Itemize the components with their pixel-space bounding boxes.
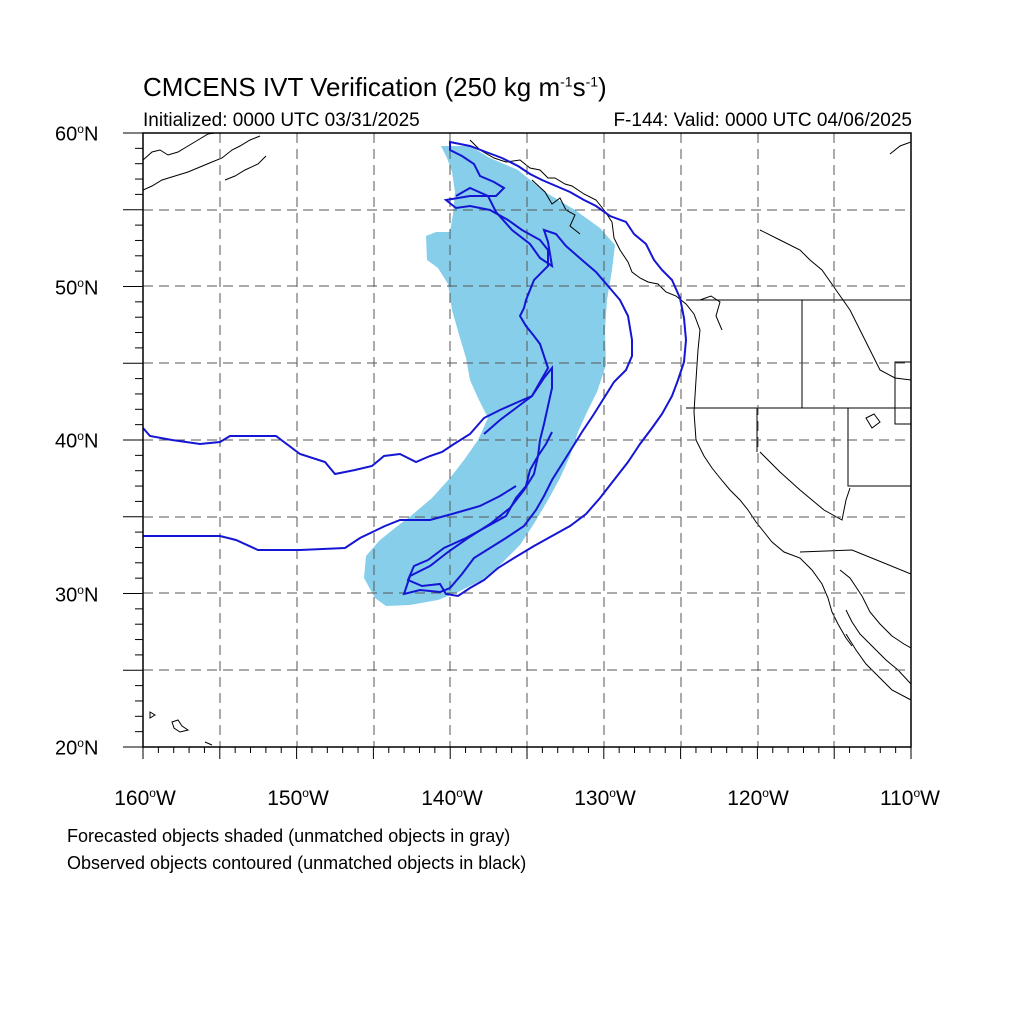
initialized-label: Initialized: 0000 UTC 03/31/2025	[143, 110, 420, 131]
observed-object-southern	[143, 485, 517, 551]
lon-label-130w: 130oW	[574, 786, 636, 810]
graticule	[143, 133, 911, 747]
observed-object-outer	[143, 140, 688, 598]
lon-label-120w: 120oW	[727, 786, 789, 810]
lon-label-140w: 140oW	[421, 786, 483, 810]
lon-label-150w: 150oW	[267, 786, 329, 810]
footnote-observed: Observed objects contoured (unmatched ob…	[67, 853, 527, 873]
lat-label-60n: 60oN	[55, 122, 99, 146]
lon-label-110w: 110oW	[880, 786, 940, 810]
lat-label-50n: 50oN	[55, 276, 99, 300]
forecast-object	[364, 146, 615, 606]
observed-contours	[143, 140, 688, 598]
political-borders	[686, 299, 911, 575]
chart-title: CMCENS IVT Verification (250 kg m-1s-1)	[143, 72, 607, 102]
lat-label-30n: 30oN	[55, 583, 99, 607]
axis-ticks	[123, 132, 912, 759]
valid-time-label: F-144: Valid: 0000 UTC 04/06/2025	[613, 110, 912, 131]
coastline	[143, 133, 911, 746]
observed-object-inner	[402, 186, 633, 596]
footnote-forecast: Forecasted objects shaded (unmatched obj…	[67, 826, 511, 846]
lat-label-40n: 40oN	[55, 429, 99, 453]
lon-label-160w: 160oW	[114, 786, 176, 810]
lat-label-20n: 20oN	[55, 736, 99, 760]
